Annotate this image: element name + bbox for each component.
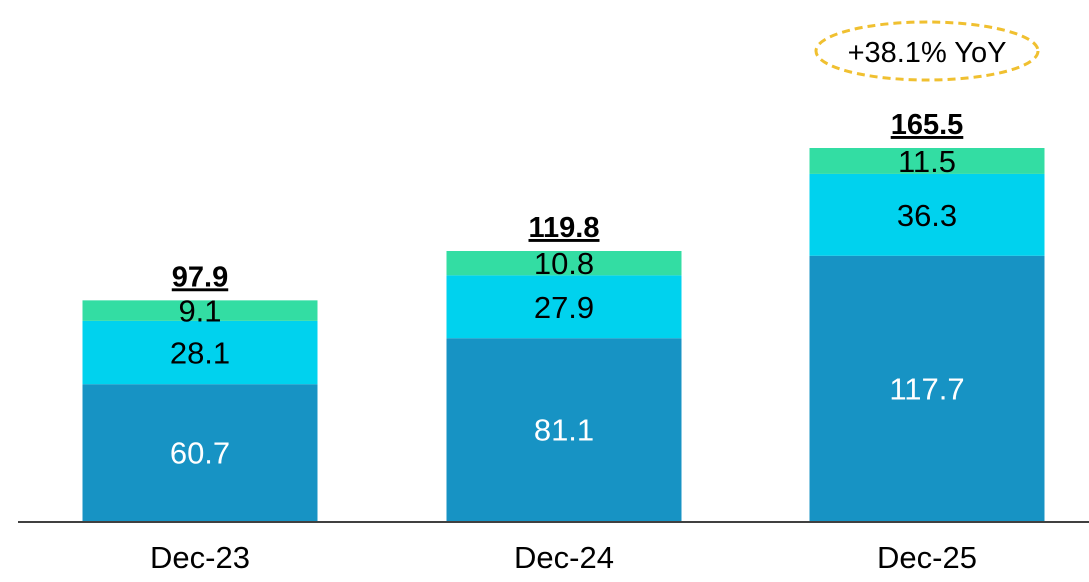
bar-segment-2-Dec-24 — [446, 275, 682, 339]
category-label-Dec-24: Dec-24 — [514, 540, 614, 575]
bar-segment-1-Dec-24 — [446, 338, 682, 521]
total-label-Dec-24: 119.8 — [529, 212, 600, 244]
data-label-1-Dec-24: 81.1 — [534, 413, 594, 448]
category-labels: Dec-23 Dec-24 Dec-25 — [150, 540, 977, 575]
data-label-2-Dec-24: 27.9 — [534, 290, 594, 325]
category-label-Dec-25: Dec-25 — [877, 540, 977, 575]
bars-layer — [82, 148, 1045, 521]
bar-segment-1-Dec-25 — [809, 255, 1045, 521]
data-label-1-Dec-25: 117.7 — [889, 371, 964, 406]
callout-text: +38.1% YoY — [848, 37, 1007, 69]
bar-segment-2-Dec-25 — [809, 173, 1045, 256]
callout-ellipse — [814, 20, 1040, 82]
bar-segment-3-Dec-25 — [809, 148, 1045, 174]
bar-segment-1-Dec-23 — [82, 384, 318, 521]
data-label-3-Dec-23: 9.1 — [178, 294, 221, 329]
category-label-Dec-23: Dec-23 — [150, 540, 250, 575]
bar-segment-2-Dec-23 — [82, 320, 318, 385]
total-label-Dec-25: 165.5 — [891, 109, 964, 141]
bar-segment-3-Dec-24 — [446, 250, 682, 276]
yoy-callout: +38.1% YoY — [814, 20, 1040, 82]
data-label-1-Dec-23: 60.7 — [170, 436, 230, 471]
total-label-Dec-23: 97.9 — [172, 261, 228, 293]
data-label-2-Dec-23: 28.1 — [170, 336, 230, 371]
data-label-3-Dec-24: 10.8 — [534, 246, 594, 281]
data-label-3-Dec-25: 11.5 — [898, 144, 956, 179]
bar-segment-3-Dec-23 — [82, 300, 318, 321]
data-label-2-Dec-25: 36.3 — [897, 198, 957, 233]
